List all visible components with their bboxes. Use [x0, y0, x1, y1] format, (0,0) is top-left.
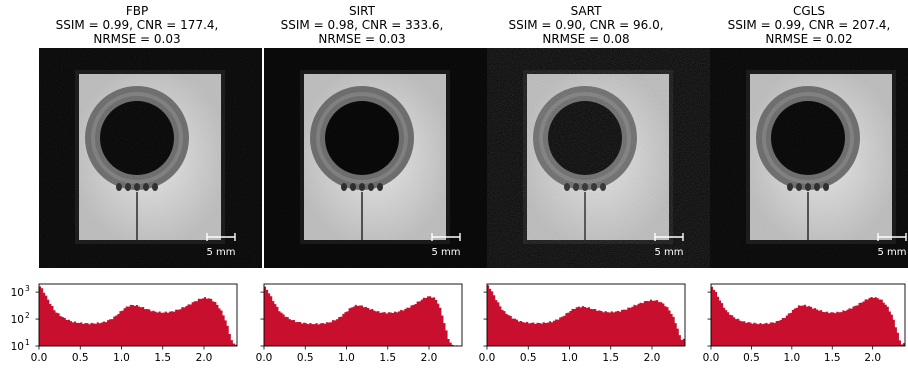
method-name: SIRT: [349, 4, 375, 18]
plot-frame: [486, 283, 686, 347]
y-tick-label: 10: [11, 341, 24, 353]
plot-frame: [263, 283, 463, 347]
x-tick-label: 0.0: [256, 352, 273, 364]
x-tick-label: 2.0: [864, 352, 881, 364]
plot-frame: [710, 283, 906, 347]
histogram-bars: [711, 286, 905, 346]
x-tick-label: 1.5: [824, 352, 841, 364]
ct-reconstruction-image: 5 mm: [710, 48, 908, 268]
y-tick-exponent: 1: [25, 338, 30, 347]
method-name: FBP: [125, 4, 149, 18]
metrics-line-1: SSIM = 0.99, CNR = 207.4,: [727, 18, 891, 32]
histogram-plot: 0.0 0.5 1.0 1.5 2.0: [703, 283, 906, 364]
y-tick-label: 10: [11, 314, 24, 326]
x-tick-label: 0.5: [297, 352, 314, 364]
panel-title: CGLS SSIM = 0.99, CNR = 207.4, NRMSE = 0…: [697, 4, 908, 46]
x-tick-label: 1.5: [154, 352, 171, 364]
metrics-line-1: SSIM = 0.99, CNR = 177.4,: [55, 18, 219, 32]
y-tick-exponent: 2: [25, 311, 30, 320]
scale-bar-label: 5 mm: [206, 247, 235, 258]
x-tick-label: 0.5: [743, 352, 760, 364]
histogram-plot: 0.0 0.5 1.0 1.5 2.0: [479, 283, 686, 364]
x-tick-label: 1.0: [113, 352, 130, 364]
metrics-line-2: NRMSE = 0.03: [318, 32, 406, 46]
x-tick-label: 0.5: [520, 352, 537, 364]
panel-title: SIRT SSIM = 0.98, CNR = 333.6, NRMSE = 0…: [250, 4, 474, 46]
scale-bar-label: 5 mm: [431, 247, 460, 258]
x-tick-label: 2.0: [421, 352, 438, 364]
scale-bar-label: 5 mm: [877, 247, 906, 258]
scale-bar: [654, 233, 684, 241]
x-tick-label: 0.5: [72, 352, 89, 364]
metrics-line-2: NRMSE = 0.08: [542, 32, 630, 46]
histogram-plot: 0.0 0.5 1.0 1.5 2.0: [256, 283, 463, 364]
histogram-bars: [487, 285, 685, 346]
x-tick-label: 1.0: [338, 352, 355, 364]
scale-bar: [206, 233, 236, 241]
method-name: SART: [570, 4, 602, 18]
x-tick-label: 0.0: [703, 352, 720, 364]
ct-reconstruction-image: 5 mm: [39, 48, 262, 268]
x-tick-label: 0.0: [31, 352, 48, 364]
ct-reconstruction-image: 5 mm: [487, 48, 710, 268]
scale-bar-label: 5 mm: [654, 247, 683, 258]
x-tick-label: 2.0: [196, 352, 213, 364]
x-tick-label: 1.0: [561, 352, 578, 364]
x-tick-label: 1.5: [379, 352, 396, 364]
scale-bar: [431, 233, 461, 241]
x-tick-label: 2.0: [644, 352, 661, 364]
metrics-line-1: SSIM = 0.98, CNR = 333.6,: [280, 18, 444, 32]
method-name: CGLS: [793, 4, 825, 18]
histogram-bars: [39, 286, 237, 346]
metrics-line-2: NRMSE = 0.02: [765, 32, 853, 46]
histogram-bars: [264, 286, 462, 346]
metrics-line-1: SSIM = 0.90, CNR = 96.0,: [508, 18, 664, 32]
panel-title: SART SSIM = 0.90, CNR = 96.0, NRMSE = 0.…: [474, 4, 698, 46]
y-tick-exponent: 3: [25, 284, 30, 293]
x-tick-label: 1.0: [783, 352, 800, 364]
ct-reconstruction-image: 5 mm: [264, 48, 487, 268]
x-tick-label: 1.5: [602, 352, 619, 364]
scale-bar: [877, 233, 907, 241]
metrics-line-2: NRMSE = 0.03: [93, 32, 181, 46]
y-tick-label: 10: [11, 287, 24, 299]
panel-title: FBP SSIM = 0.99, CNR = 177.4, NRMSE = 0.…: [25, 4, 249, 46]
plot-frame: [38, 283, 238, 347]
x-tick-label: 0.0: [479, 352, 496, 364]
